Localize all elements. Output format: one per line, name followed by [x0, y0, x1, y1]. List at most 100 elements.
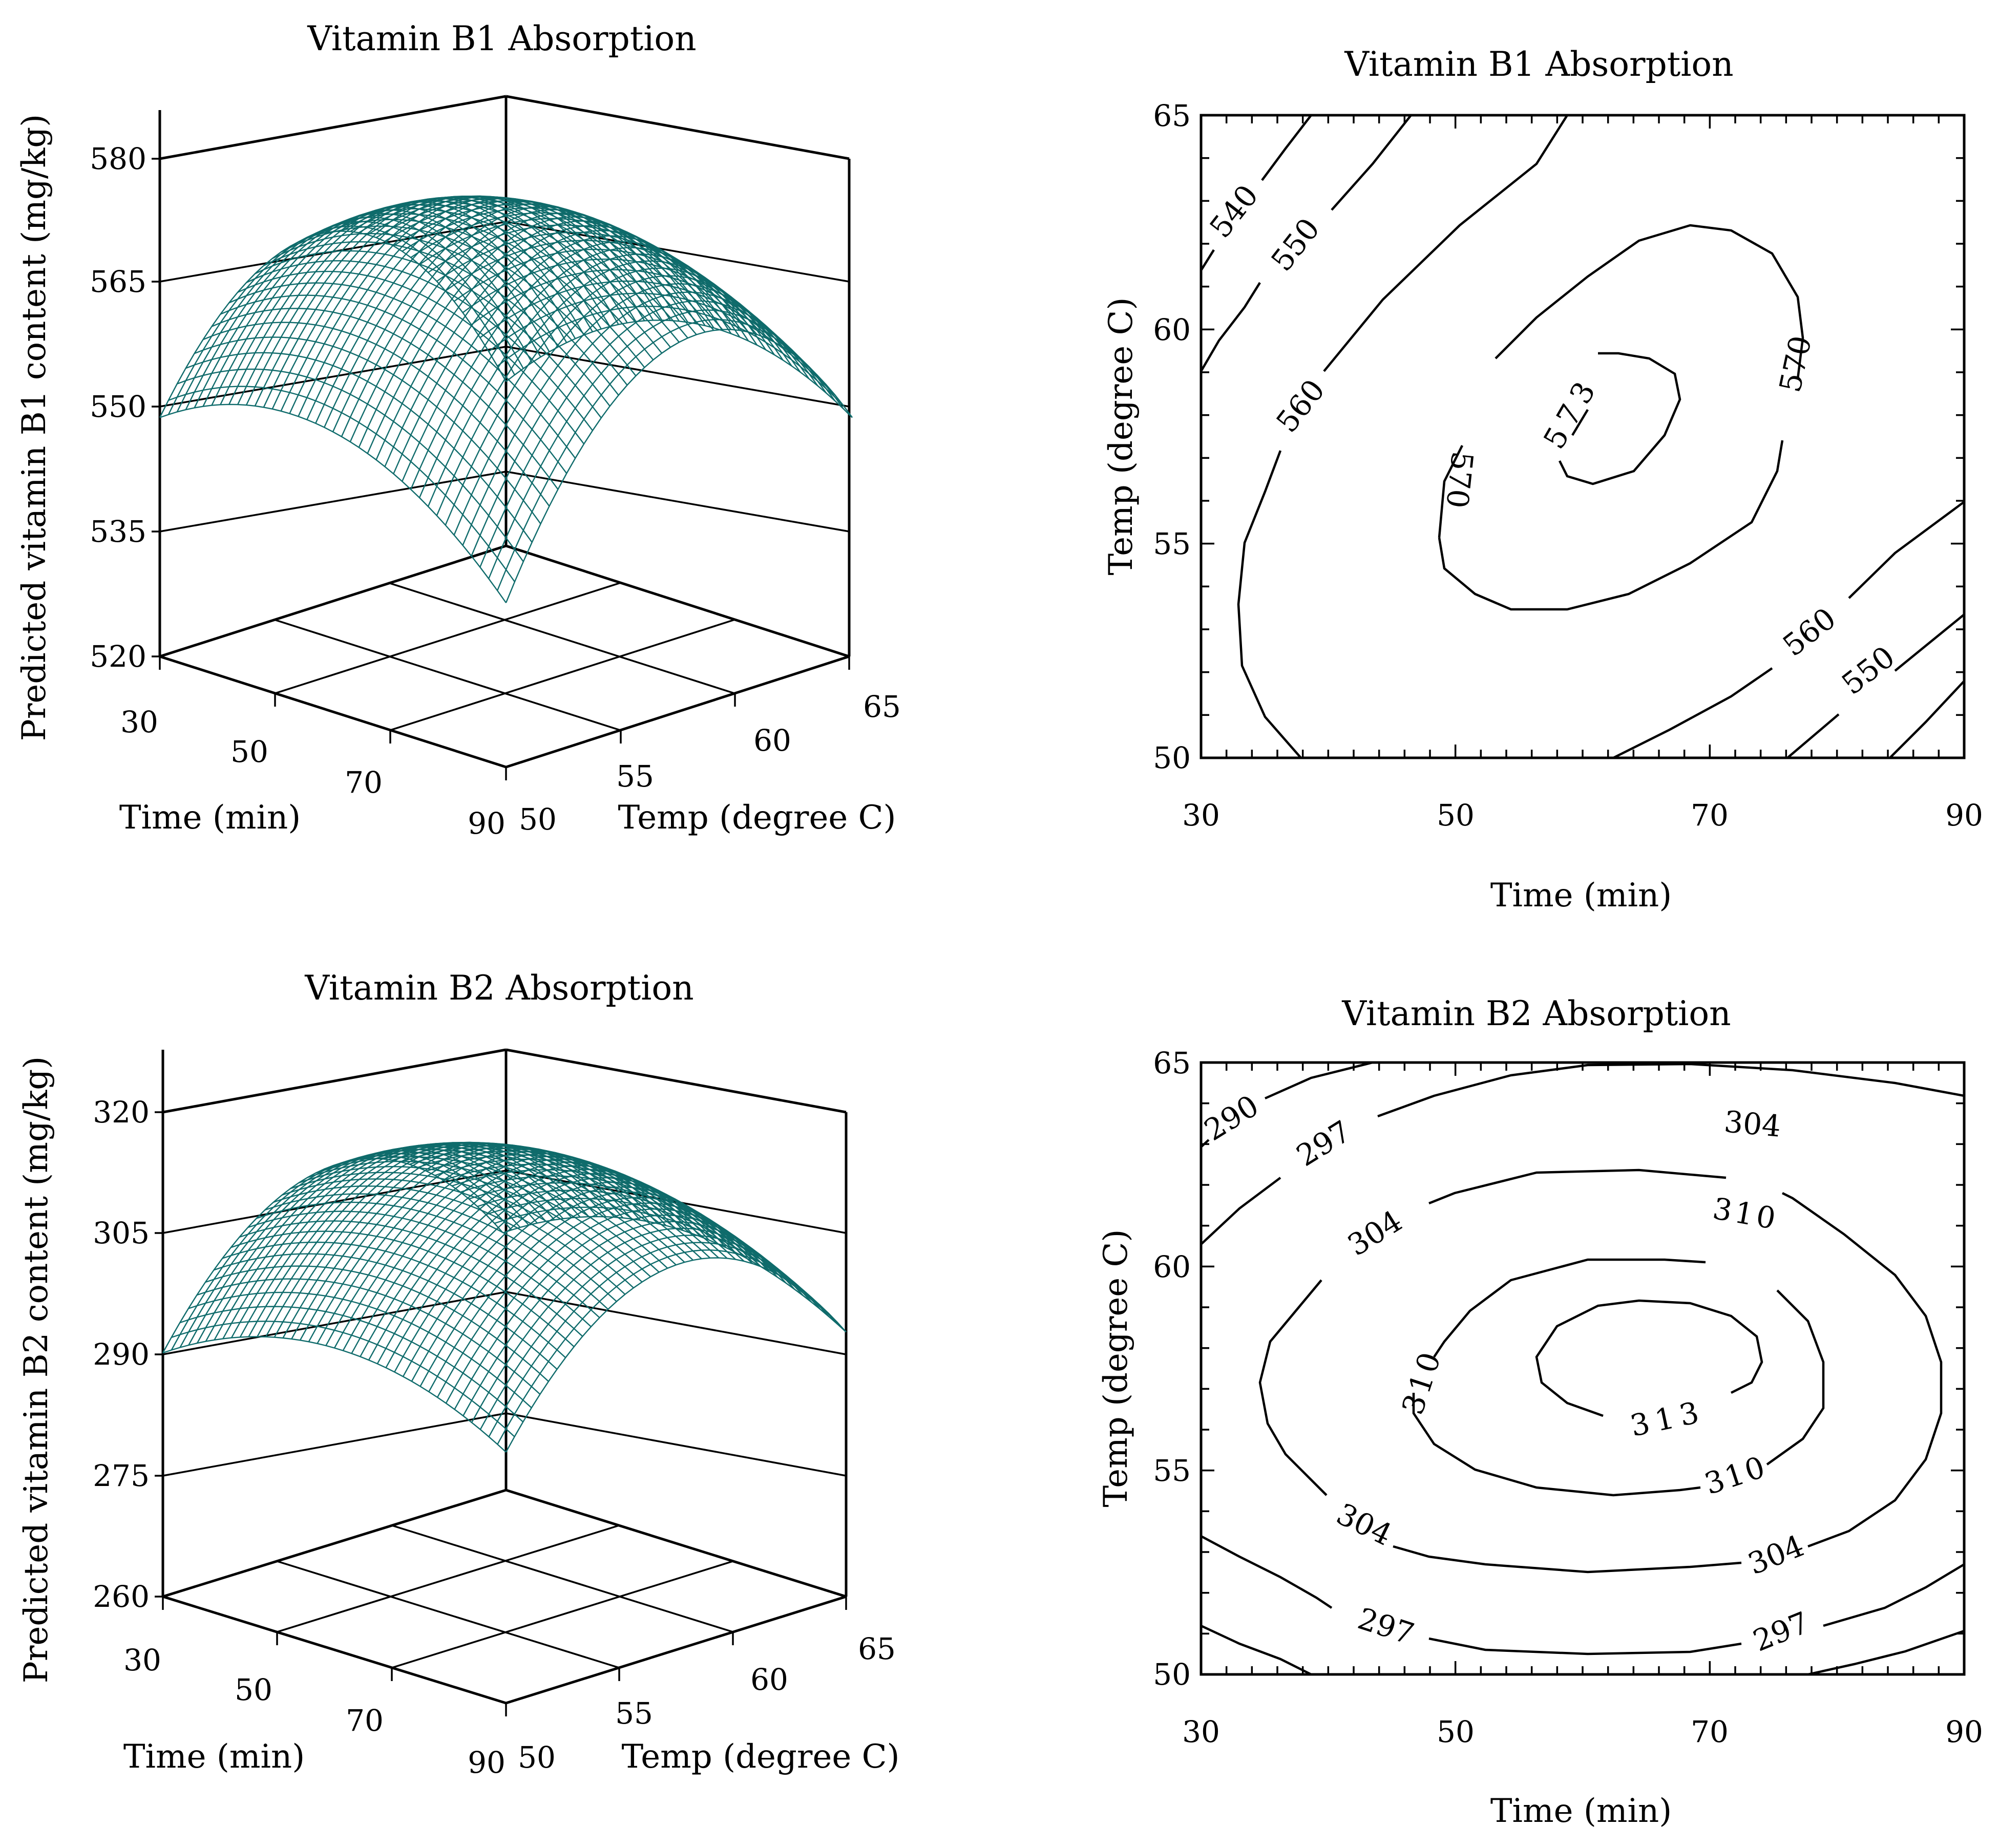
b1-contour-label-540: 540 — [1203, 178, 1265, 244]
b1-contour-540 — [1200, 114, 1312, 271]
b1-mesh-line-y-39 — [497, 306, 844, 407]
b2-contour-x-tick-2: 70 — [1691, 1714, 1729, 1749]
b1-x-tick-2: 70 — [345, 765, 383, 800]
b2-mesh-line-y-2 — [179, 1306, 524, 1422]
panel-b2-surface: Vitamin B2 Absorption — [17, 968, 900, 1780]
b2-mesh-line-y-37 — [477, 1189, 822, 1306]
b2-mesh-line-y-38 — [486, 1198, 830, 1314]
b2-contour-lines — [1200, 1061, 1965, 1676]
b1-contour-ylabel: Temp (degree C) — [1102, 298, 1140, 576]
b2-contour-label-297-right-bottom: 297 — [1748, 1605, 1814, 1659]
b2-surface-xlabel: Time (min) — [123, 1738, 305, 1776]
b1-y-tick-1: 55 — [616, 759, 654, 794]
b1-mesh-line-y-37 — [479, 280, 827, 386]
b2-contour-label-297-left-bottom: 297 — [1354, 1601, 1418, 1652]
b2-contour-x-tick-0: 30 — [1182, 1714, 1220, 1749]
b2-mesh-line-y-9 — [239, 1220, 583, 1337]
b1-z-tick-1: 535 — [90, 514, 146, 549]
b2-contour-label-304-right-bottom: 304 — [1743, 1528, 1808, 1582]
b2-mesh-line-y-36 — [469, 1182, 813, 1299]
b1-contour-minor-ticks — [1200, 114, 1965, 759]
b2-x-ticks: 30 50 70 90 — [123, 1597, 507, 1780]
b1-contour-y-tick-1: 55 — [1153, 526, 1191, 561]
b1-contour-x-tick-3: 90 — [1945, 798, 1983, 833]
b1-mesh-line-y-6 — [211, 308, 559, 490]
b1-mesh-line-y-8 — [228, 282, 576, 459]
b2-x-tick-1: 50 — [235, 1672, 272, 1707]
b1-y-tick-3: 65 — [863, 689, 901, 724]
b1-contour-labels: 540 550 560 560 550 570 570 573 — [1203, 178, 1901, 702]
b2-surface-mesh — [162, 1141, 847, 1453]
b1-mesh-line-x-13 — [271, 196, 619, 410]
b1-contour-plot-area — [1200, 114, 1966, 759]
b1-contour-x-tick-0: 30 — [1182, 798, 1220, 833]
b2-mesh-line-y-6 — [214, 1253, 558, 1370]
b2-contour-label-304-top: 304 — [1723, 1104, 1782, 1143]
b2-contour-labels: 290 297 304 304 310 310 310 313 304 304 … — [1198, 1088, 1814, 1659]
b1-contour-y-ticks: 50 55 60 65 — [1153, 98, 1191, 775]
b1-z-tick-0: 520 — [90, 639, 146, 674]
b1-mesh-line-y-24 — [367, 196, 714, 331]
b2-mesh-line-y-16 — [299, 1165, 643, 1283]
b2-contour-label-313: 313 — [1627, 1394, 1708, 1443]
b2-contour-x-tick-1: 50 — [1437, 1714, 1475, 1749]
b2-mesh-line-y-31 — [426, 1154, 770, 1271]
b2-contour-x-tick-3: 90 — [1945, 1714, 1983, 1749]
b2-mesh-line-y-7 — [222, 1241, 566, 1358]
b1-mesh-line-y-38 — [488, 292, 836, 396]
b1-contour-label-560: 560 — [1269, 373, 1332, 439]
b1-wall-grid — [159, 221, 850, 533]
b1-y-tick-2: 60 — [753, 723, 791, 758]
panel-b1-surface: Vitamin B1 Absorption — [15, 19, 901, 841]
b2-z-tick-2: 290 — [93, 1337, 150, 1372]
b2-contour-label-297: 297 — [1290, 1114, 1357, 1173]
b1-contour-y-tick-3: 65 — [1153, 98, 1191, 133]
b1-surface-frame — [158, 95, 851, 769]
b1-contour-lines — [1200, 114, 1965, 759]
b1-contour-x-tick-2: 70 — [1691, 798, 1729, 833]
panel-b2-contour: Vitamin B2 Absorption 30 50 70 90 50 55 … — [1097, 994, 1983, 1830]
b2-y-tick-3: 65 — [858, 1631, 896, 1666]
b1-mesh-line-y-5 — [203, 322, 550, 507]
b2-mesh-line-y-3 — [188, 1291, 532, 1409]
b1-mesh-line-y-15 — [289, 219, 637, 376]
b2-mesh-line-x-12 — [265, 1142, 606, 1337]
b2-wall-grid — [162, 1170, 847, 1477]
b2-contour-label-290: 290 — [1198, 1088, 1265, 1148]
b2-mesh-line-y-4 — [197, 1278, 541, 1395]
b2-y-tick-2: 60 — [750, 1662, 788, 1697]
b1-contour-y-tick-2: 60 — [1153, 312, 1191, 347]
b2-mesh-line-y-29 — [409, 1148, 753, 1264]
b1-contour-label-550-right: 550 — [1835, 639, 1901, 702]
b1-mesh-line-y-19 — [324, 200, 671, 348]
b1-contour-570 — [1438, 224, 1804, 611]
b2-mesh-line-y-1 — [171, 1321, 515, 1437]
b1-surface-title: Vitamin B1 Absorption — [307, 19, 696, 58]
b1-contour-label-570-right: 570 — [1773, 333, 1819, 395]
b1-contour-label-560-right: 560 — [1776, 601, 1842, 663]
b2-contour-y-tick-3: 65 — [1153, 1046, 1191, 1080]
b2-surface-frame — [161, 1048, 848, 1705]
b2-contour-290 — [1200, 1061, 1373, 1148]
b1-x-tick-1: 50 — [230, 734, 268, 769]
b2-mesh-line-x-4 — [196, 1148, 538, 1344]
b1-x-ticks: 30 50 70 90 — [120, 656, 507, 841]
b1-mesh-line-y-11 — [255, 250, 602, 418]
b2-y-tick-0: 50 — [518, 1740, 556, 1775]
b1-mesh-line-y-12 — [263, 241, 611, 407]
b2-contour-304 — [1258, 1169, 1943, 1574]
b1-mesh-line-y-10 — [246, 260, 593, 431]
b1-mesh-line-y-27 — [393, 203, 741, 331]
b2-mesh-line-x-2 — [179, 1152, 521, 1348]
b2-contour-y-ticks: 50 55 60 65 — [1153, 1046, 1191, 1692]
b2-mesh-line-y-0 — [162, 1336, 507, 1453]
b2-y-ticks: 50 55 60 65 — [518, 1597, 896, 1775]
b1-contour-x-ticks: 30 50 70 90 — [1182, 798, 1983, 833]
b1-z-tick-2: 550 — [90, 389, 146, 424]
b2-z-tick-3: 305 — [93, 1216, 150, 1250]
b1-mesh-line-y-28 — [402, 207, 749, 333]
b2-z-tick-0: 260 — [93, 1579, 150, 1614]
b2-surface-ylabel: Temp (degree C) — [622, 1738, 900, 1776]
panel-b1-contour: Vitamin B1 Absorption 30 50 70 90 50 55 … — [1102, 45, 1983, 915]
